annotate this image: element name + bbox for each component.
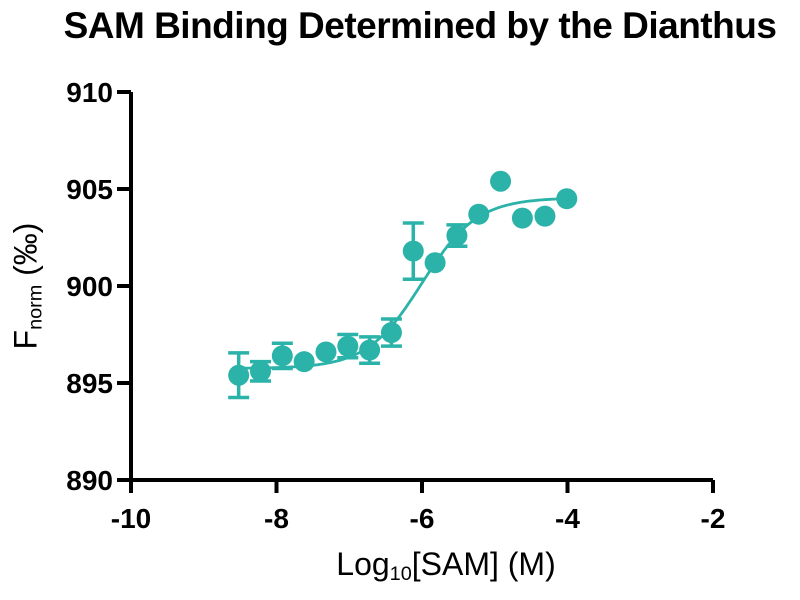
y-tick-label: 895: [66, 368, 113, 399]
fit-curve: [237, 197, 569, 370]
data-point: [228, 364, 250, 386]
data-point: [359, 339, 381, 361]
axes-frame: [129, 92, 713, 482]
data-point: [424, 252, 446, 274]
y-tick-label: 900: [66, 271, 113, 302]
x-tick-label: -10: [111, 503, 151, 534]
data-point: [511, 207, 533, 229]
data-point: [293, 351, 315, 373]
chart-title: SAM Binding Determined by the Dianthus: [63, 5, 777, 46]
data-point: [402, 240, 424, 262]
x-axis-label-sub: 10: [389, 562, 412, 585]
data-point: [534, 205, 556, 227]
data-point: [337, 335, 359, 357]
x-tick-label: -4: [555, 503, 580, 534]
y-axis-label: Fnorm (‰): [7, 222, 47, 350]
y-axis-label-sub: norm: [24, 284, 47, 330]
y-axis-label-main: F: [7, 329, 44, 350]
data-point: [271, 345, 293, 367]
data-point: [446, 225, 468, 247]
data-point: [315, 341, 337, 363]
data-point: [380, 322, 402, 344]
data-point: [249, 360, 271, 382]
y-axis-label-rest: (‰): [7, 222, 44, 285]
x-axis-label: Log10[SAM] (M): [336, 546, 556, 585]
x-axis-label-rest: [SAM] (M): [411, 546, 556, 582]
data-point: [556, 188, 578, 210]
data-point: [490, 170, 512, 192]
x-tick-label: -8: [264, 503, 289, 534]
data-point: [468, 203, 490, 225]
y-tick-label: 905: [66, 174, 113, 205]
x-axis-label-main: Log: [336, 546, 390, 582]
y-tick-label: 890: [66, 465, 113, 496]
x-tick-label: -2: [701, 503, 726, 534]
y-tick-label: 910: [66, 77, 113, 108]
x-tick-label: -6: [410, 503, 435, 534]
